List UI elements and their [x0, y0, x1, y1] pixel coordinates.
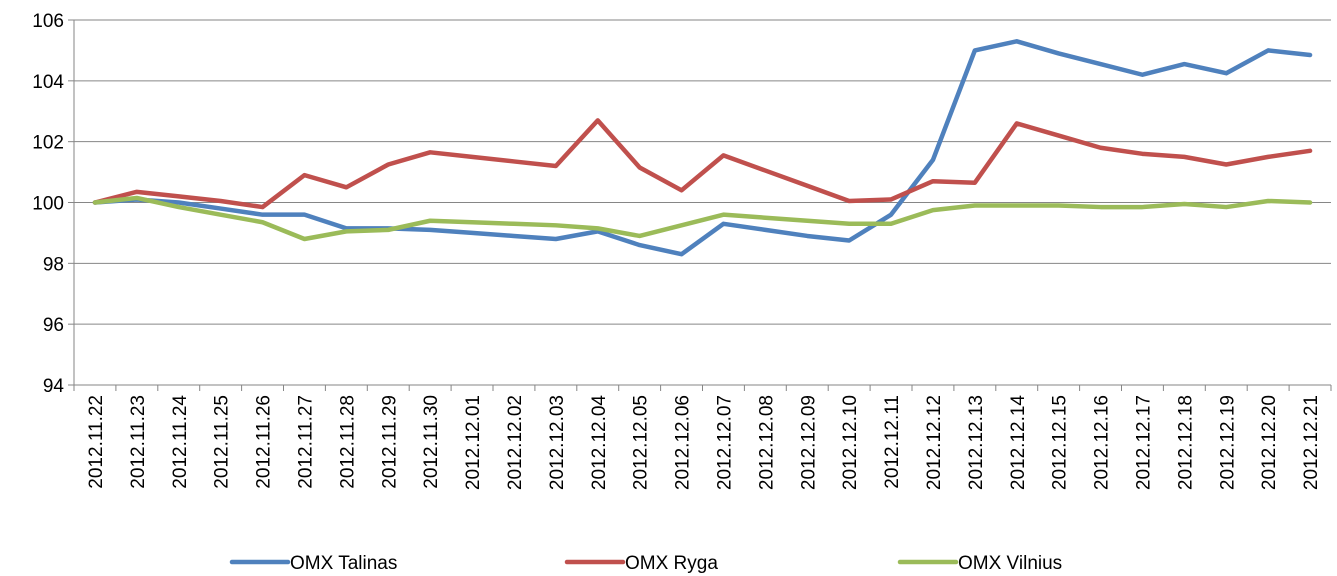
x-tick-label: 2012.12.19: [1217, 395, 1238, 490]
x-tick-label: 2012.12.12: [924, 395, 945, 490]
x-tick-label: 2012.12.02: [505, 395, 526, 490]
y-tick-label: 104: [32, 72, 64, 93]
x-tick-label: 2012.12.07: [714, 395, 735, 490]
x-tick-label: 2012.12.18: [1175, 395, 1196, 490]
x-tick-label: 2012.12.14: [1008, 395, 1029, 491]
series-line: [92, 118, 1313, 210]
y-tick-label: 102: [32, 133, 64, 154]
x-tick-label: 2012.11.26: [254, 395, 275, 489]
y-tick-label: 94: [43, 376, 65, 397]
legend-label: OMX Vilnius: [958, 553, 1062, 574]
x-tick-label: 2012.11.27: [295, 395, 316, 489]
x-tick-label: 2012.12.10: [840, 395, 861, 490]
series-line: [92, 195, 1313, 242]
x-tick-label: 2012.11.25: [212, 395, 233, 489]
legend-label: OMX Ryga: [625, 553, 718, 574]
y-tick-label: 100: [32, 194, 64, 215]
x-tick-label: 2012.12.17: [1133, 395, 1154, 490]
x-tick-label: 2012.12.09: [798, 395, 819, 490]
x-tick-label: 2012.12.15: [1050, 395, 1071, 490]
x-tick-label: 2012.12.05: [631, 395, 652, 490]
x-tick-label: 2012.11.28: [337, 395, 358, 489]
x-tick-label: 2012.12.04: [589, 395, 610, 491]
series-line: [92, 39, 1313, 257]
x-tick-label: 2012.12.06: [673, 395, 694, 490]
x-tick-label: 2012.11.29: [379, 395, 400, 489]
x-tick-label: 2012.12.01: [463, 395, 484, 490]
x-tick-label: 2012.12.03: [547, 395, 568, 490]
x-tick-label: 2012.11.22: [86, 395, 107, 489]
y-tick-label: 96: [43, 315, 64, 336]
x-tick-label: 2012.12.08: [756, 395, 777, 490]
x-tick-label: 2012.12.11: [882, 395, 903, 489]
x-tick-label: 2012.12.16: [1092, 395, 1113, 490]
x-tick-label: 2012.11.30: [421, 395, 442, 489]
x-tick-label: 2012.11.24: [170, 395, 191, 489]
y-tick-label: 106: [32, 11, 64, 32]
legend-label: OMX Talinas: [290, 553, 397, 574]
x-tick-label: 2012.12.21: [1301, 395, 1322, 490]
y-tick-label: 98: [43, 254, 64, 275]
x-tick-label: 2012.12.13: [966, 395, 987, 490]
x-tick-label: 2012.12.20: [1259, 395, 1280, 490]
x-tick-label: 2012.11.23: [128, 395, 149, 489]
